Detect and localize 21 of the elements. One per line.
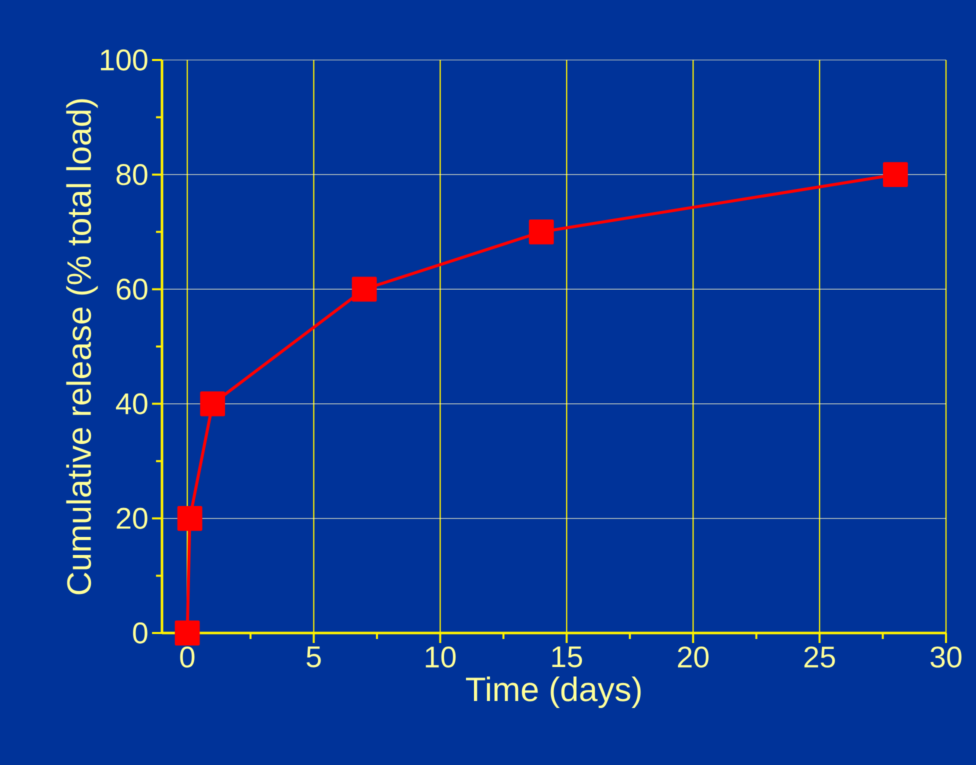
y-tick-label: 80 [116,164,148,186]
x-tick-label: 30 [930,646,962,668]
y-tick-label: 100 [100,49,148,71]
x-tick-label: 25 [804,646,835,668]
point [174,620,200,646]
x-tick-label: 0 [180,646,194,668]
point [200,391,226,416]
y-tick-label: 0 [133,622,148,644]
x-tick-label: 20 [678,646,709,668]
y-tick-label: 40 [116,393,148,414]
point [352,276,377,302]
y-tick-label: 20 [116,508,148,529]
y-axis-title: Cumulative release (% total load) [66,99,98,594]
y-tick-label: 60 [116,278,148,300]
x-tick-label: 5 [306,646,321,668]
point [882,162,908,188]
x-axis-title: Time (days) [466,676,641,708]
point [528,219,554,244]
x-tick-label: 15 [552,646,582,668]
point [177,506,202,531]
x-tick-label: 10 [426,646,456,668]
